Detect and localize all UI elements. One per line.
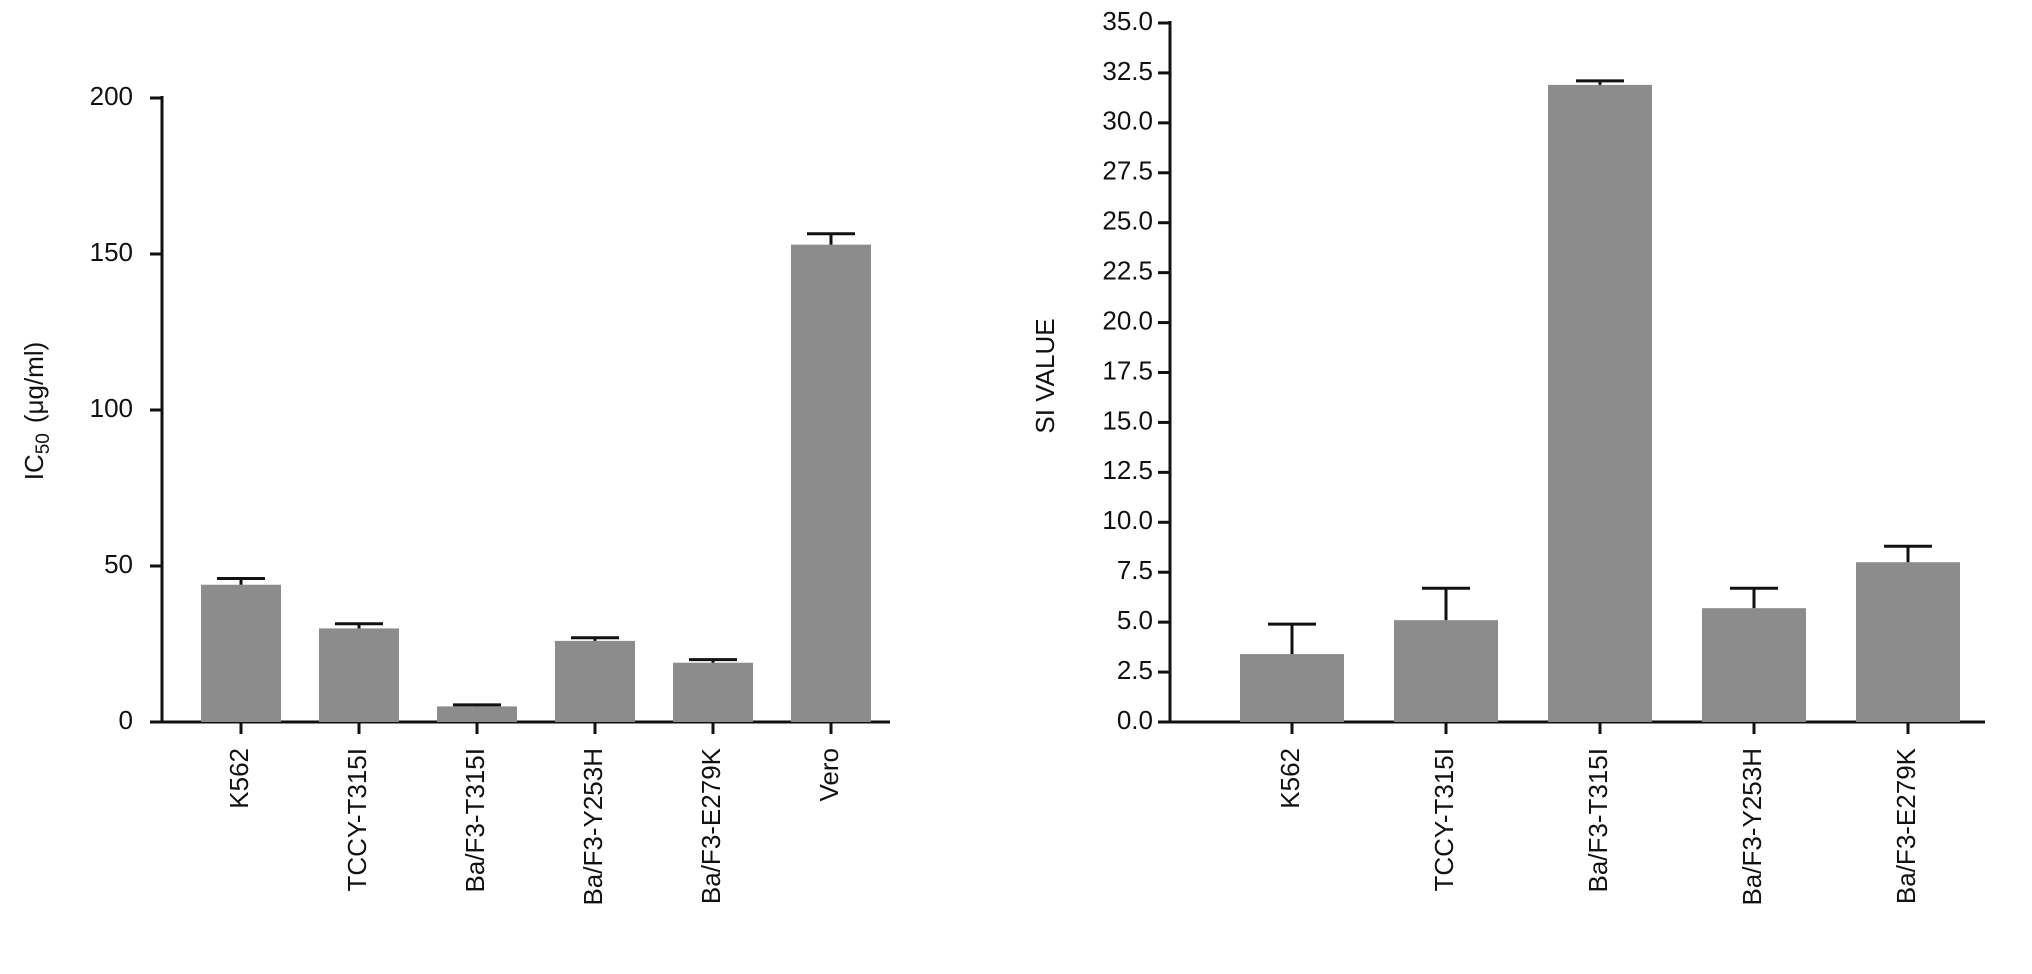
y-axis-label: IC50 (μg/ml) xyxy=(19,342,54,481)
y-tick-label: 100 xyxy=(90,393,133,423)
bar xyxy=(437,706,517,722)
y-tick-label: 35.0 xyxy=(1102,6,1153,36)
x-tick-label: TCCY-T315I xyxy=(342,748,372,892)
x-tick-label: Ba/F3-T315I xyxy=(1583,748,1613,893)
y-tick-label: 27.5 xyxy=(1102,156,1153,186)
x-tick-label: Vero xyxy=(814,748,844,802)
y-tick-label: 30.0 xyxy=(1102,106,1153,136)
y-tick-label: 50 xyxy=(104,549,133,579)
x-tick-label: K562 xyxy=(224,748,254,809)
y-tick-label: 5.0 xyxy=(1117,605,1153,635)
x-tick-label: Ba/F3-T315I xyxy=(460,748,490,893)
y-label-unit: (μg/ml) xyxy=(19,342,49,423)
y-tick-label: 32.5 xyxy=(1102,56,1153,86)
bar xyxy=(1394,620,1498,722)
y-tick-label: 150 xyxy=(90,237,133,267)
y-tick-label: 10.0 xyxy=(1102,505,1153,535)
y-tick-label: 12.5 xyxy=(1102,455,1153,485)
y-tick-label: 0.0 xyxy=(1117,705,1153,735)
bar xyxy=(555,640,635,722)
bar xyxy=(1702,608,1806,722)
y-axis-label: SI VALUE xyxy=(1030,318,1060,433)
bar xyxy=(791,244,871,722)
bar xyxy=(1240,654,1344,722)
x-tick-label: Ba/F3-Y253H xyxy=(578,748,608,906)
y-tick-label: 2.5 xyxy=(1117,655,1153,685)
y-label-sub: 50 xyxy=(33,433,54,454)
y-label-main: IC xyxy=(19,454,49,480)
x-tick-label: Ba/F3-E279K xyxy=(1891,747,1921,904)
y-tick-label: 7.5 xyxy=(1117,555,1153,585)
x-tick-label: Ba/F3-E279K xyxy=(696,747,726,904)
x-tick-label: TCCY-T315I xyxy=(1429,748,1459,892)
bar xyxy=(1856,562,1960,722)
y-tick-label: 200 xyxy=(90,81,133,111)
bar xyxy=(201,584,281,722)
bar xyxy=(1548,84,1652,722)
y-tick-label: 25.0 xyxy=(1102,206,1153,236)
bar xyxy=(319,628,399,722)
y-tick-label: 15.0 xyxy=(1102,405,1153,435)
bar xyxy=(673,662,753,722)
y-tick-label: 20.0 xyxy=(1102,305,1153,335)
x-tick-label: Ba/F3-Y253H xyxy=(1737,748,1767,906)
x-tick-label: K562 xyxy=(1275,748,1305,809)
y-tick-label: 0 xyxy=(119,705,133,735)
y-tick-label: 17.5 xyxy=(1102,355,1153,385)
y-tick-label: 22.5 xyxy=(1102,256,1153,286)
